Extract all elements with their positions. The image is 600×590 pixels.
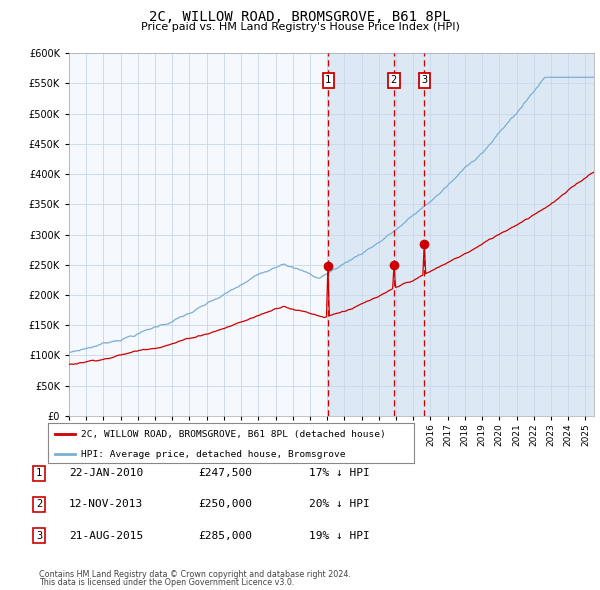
Bar [328,53,600,416]
Text: 2: 2 [36,500,42,509]
Text: 1: 1 [325,76,331,86]
Text: 3: 3 [421,76,427,86]
Text: 19% ↓ HPI: 19% ↓ HPI [309,531,370,540]
Text: HPI: Average price, detached house, Bromsgrove: HPI: Average price, detached house, Brom… [81,450,346,459]
Text: 20% ↓ HPI: 20% ↓ HPI [309,500,370,509]
Text: 17% ↓ HPI: 17% ↓ HPI [309,468,370,478]
Text: 1: 1 [36,468,42,478]
Text: £250,000: £250,000 [198,500,252,509]
Text: 22-JAN-2010: 22-JAN-2010 [69,468,143,478]
Text: 2: 2 [391,76,397,86]
Text: 3: 3 [36,531,42,540]
Text: 2C, WILLOW ROAD, BROMSGROVE, B61 8PL: 2C, WILLOW ROAD, BROMSGROVE, B61 8PL [149,10,451,24]
Text: £247,500: £247,500 [198,468,252,478]
Text: 21-AUG-2015: 21-AUG-2015 [69,531,143,540]
Text: 12-NOV-2013: 12-NOV-2013 [69,500,143,509]
Text: This data is licensed under the Open Government Licence v3.0.: This data is licensed under the Open Gov… [39,578,295,587]
Text: 2C, WILLOW ROAD, BROMSGROVE, B61 8PL (detached house): 2C, WILLOW ROAD, BROMSGROVE, B61 8PL (de… [81,430,386,439]
Text: Price paid vs. HM Land Registry's House Price Index (HPI): Price paid vs. HM Land Registry's House … [140,22,460,32]
Text: £285,000: £285,000 [198,531,252,540]
Text: Contains HM Land Registry data © Crown copyright and database right 2024.: Contains HM Land Registry data © Crown c… [39,570,351,579]
